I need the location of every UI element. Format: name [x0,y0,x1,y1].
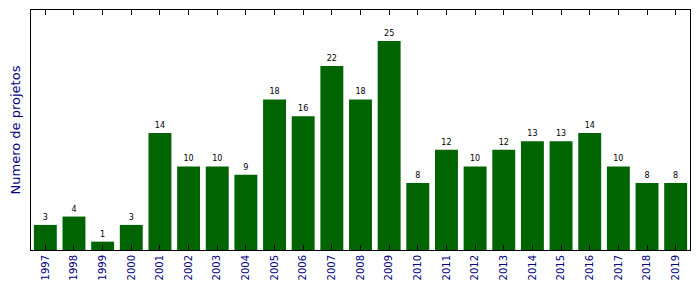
svg-text:22: 22 [327,54,337,63]
svg-text:10: 10 [212,154,222,163]
svg-text:2010: 2010 [412,255,423,280]
svg-text:8: 8 [673,171,678,180]
svg-text:2009: 2009 [383,255,394,280]
svg-text:2004: 2004 [240,255,251,280]
svg-text:18: 18 [269,87,279,96]
svg-text:2015: 2015 [555,255,566,280]
svg-text:25: 25 [384,29,394,38]
svg-text:2013: 2013 [498,255,509,280]
svg-text:10: 10 [613,154,623,163]
svg-text:13: 13 [556,129,566,138]
svg-text:1997: 1997 [40,255,51,280]
svg-text:1999: 1999 [97,255,108,280]
svg-text:10: 10 [470,154,480,163]
svg-text:Numero de projetos: Numero de projetos [8,65,23,194]
svg-text:8: 8 [415,171,420,180]
svg-text:2005: 2005 [269,255,280,280]
svg-text:14: 14 [585,121,595,130]
svg-text:3: 3 [43,213,48,222]
svg-text:2000: 2000 [126,255,137,280]
svg-text:9: 9 [243,163,248,172]
svg-text:2007: 2007 [326,255,337,280]
svg-text:16: 16 [298,104,308,113]
svg-text:2006: 2006 [297,255,308,280]
svg-text:2001: 2001 [154,255,165,280]
svg-text:10: 10 [183,154,193,163]
svg-text:2018: 2018 [641,255,652,280]
svg-text:2012: 2012 [469,255,480,280]
svg-text:2017: 2017 [613,255,624,280]
svg-text:13: 13 [527,129,537,138]
svg-text:2003: 2003 [211,255,222,280]
svg-text:2016: 2016 [584,255,595,280]
svg-text:4: 4 [71,205,76,214]
svg-text:12: 12 [441,138,451,147]
svg-text:2011: 2011 [441,255,452,280]
svg-text:8: 8 [644,171,649,180]
svg-text:12: 12 [499,138,509,147]
svg-text:2002: 2002 [183,255,194,280]
svg-text:18: 18 [355,87,365,96]
svg-text:1998: 1998 [68,255,79,280]
svg-text:2014: 2014 [527,255,538,280]
svg-text:14: 14 [155,121,165,130]
svg-text:2008: 2008 [355,255,366,280]
svg-text:2019: 2019 [670,255,681,280]
svg-text:3: 3 [129,213,134,222]
svg-text:1: 1 [100,230,105,239]
